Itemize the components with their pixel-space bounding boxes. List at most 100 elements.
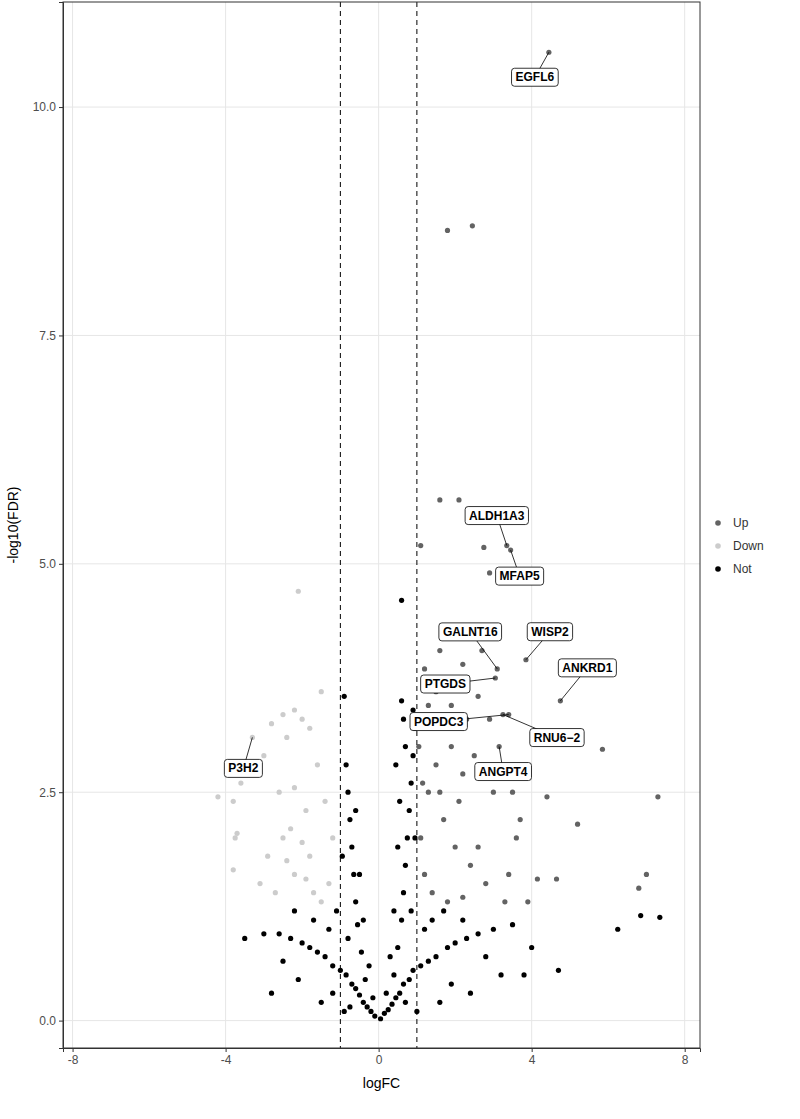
x-tick-label: 4 (529, 1053, 536, 1067)
point (460, 662, 465, 667)
point (426, 959, 431, 964)
point (498, 972, 503, 977)
point (391, 972, 396, 977)
x-tick: -8 (68, 1048, 79, 1067)
plot-background (63, 2, 700, 1048)
point (460, 918, 465, 923)
point (372, 1013, 377, 1018)
point (401, 717, 406, 722)
y-axis-title: -log10(FDR) (5, 486, 21, 563)
point (410, 707, 415, 712)
x-tick-label: -8 (68, 1053, 79, 1067)
point (399, 598, 404, 603)
point (453, 844, 458, 849)
point (449, 703, 454, 708)
point (322, 799, 327, 804)
y-tick: 0.0 (39, 1014, 63, 1028)
point (399, 698, 404, 703)
point (233, 835, 238, 840)
point (300, 840, 305, 845)
point (388, 954, 393, 959)
y-tick-label: 7.5 (39, 329, 56, 343)
point (395, 945, 400, 950)
point (468, 991, 473, 996)
point (315, 762, 320, 767)
point (644, 872, 649, 877)
grid-line-y (63, 107, 700, 108)
point (525, 899, 530, 904)
y-tick-mark (59, 335, 63, 336)
point (378, 1016, 383, 1021)
point (342, 1009, 347, 1014)
point (418, 963, 423, 968)
point (319, 1000, 324, 1005)
point (384, 991, 389, 996)
point (409, 780, 414, 785)
annotation-box (475, 763, 532, 781)
point (407, 808, 412, 813)
point (300, 717, 305, 722)
point (292, 908, 297, 913)
point (445, 228, 450, 233)
point (472, 753, 477, 758)
point (363, 977, 368, 982)
point (303, 808, 308, 813)
annotation-label: ANKRD1 (562, 661, 612, 675)
point (334, 908, 339, 913)
point (638, 913, 643, 918)
annotation-label: PTGDS (425, 677, 466, 691)
point (319, 689, 324, 694)
point (280, 835, 285, 840)
point (284, 858, 289, 863)
point (418, 835, 423, 840)
point (433, 954, 438, 959)
point (655, 794, 660, 799)
point (355, 922, 360, 927)
x-tick: 0 (376, 1048, 383, 1067)
point (554, 876, 559, 881)
point (433, 762, 438, 767)
point (483, 954, 488, 959)
point (521, 972, 526, 977)
point (460, 771, 465, 776)
point (311, 890, 316, 895)
point (483, 881, 488, 886)
point (393, 995, 398, 1000)
y-tick-label: 2.5 (39, 786, 56, 800)
x-axis-title: logFC (363, 1075, 400, 1091)
x-axis: -8-4048 (64, 1048, 701, 1067)
point (407, 977, 412, 982)
point (405, 835, 410, 840)
y-tick-label: 5.0 (39, 557, 56, 571)
point (476, 931, 481, 936)
series-points (242, 598, 662, 1022)
point (300, 940, 305, 945)
point (347, 1004, 352, 1009)
point (277, 931, 282, 936)
point (234, 831, 239, 836)
annotations: EGFL6ALDH1A3MFAP5GALNT16WISP2ANKRD1PTGDS… (224, 52, 616, 780)
point (422, 872, 427, 877)
chart: -8-40480.02.55.07.510.0logFC-log10(FDR)E… (0, 0, 800, 1119)
point (410, 753, 415, 758)
point (292, 785, 297, 790)
point (288, 826, 293, 831)
point (315, 949, 320, 954)
point (351, 872, 356, 877)
point (437, 497, 442, 502)
point (365, 1004, 370, 1009)
point (353, 986, 358, 991)
point (556, 968, 561, 973)
grid (63, 2, 700, 1048)
point (518, 817, 523, 822)
annotation-box (527, 623, 572, 641)
reference-line (340, 2, 341, 1048)
x-axis-line (64, 1049, 701, 1053)
y-tick-mark (59, 792, 63, 793)
plot-area (215, 2, 662, 1048)
grid-line-y (63, 335, 700, 336)
point (491, 927, 496, 932)
point (215, 794, 220, 799)
point (273, 890, 278, 895)
grid-line-x (72, 2, 73, 1048)
